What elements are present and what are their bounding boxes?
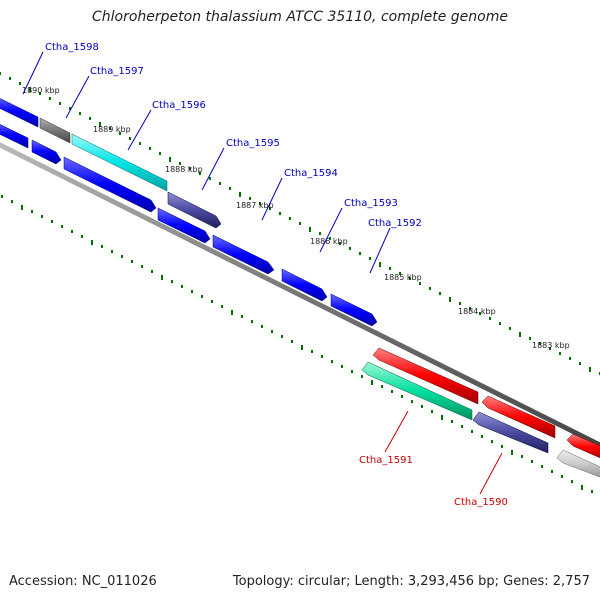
- callout-line: [319, 207, 343, 253]
- gene-label-ctha-1592[interactable]: Ctha_1592: [368, 218, 422, 229]
- callout-line: [127, 109, 152, 151]
- callout-line: [22, 51, 44, 95]
- gene-label-ctha-1595[interactable]: Ctha_1595: [226, 138, 280, 149]
- gene-ctha-1592-feature[interactable]: [212, 234, 275, 275]
- tick-marks: [0, 72, 600, 493]
- callout-line: [479, 452, 503, 495]
- ruler-label: 1883 kbp: [532, 341, 570, 350]
- ruler-label: 1885 kbp: [384, 273, 422, 282]
- ruler-label: 1890 kbp: [22, 86, 60, 95]
- genome-backbone: [0, 142, 600, 448]
- gene-ctha-1598-feature[interactable]: [0, 96, 39, 128]
- feature-track-outer: [0, 96, 222, 229]
- feature-block: [0, 124, 29, 149]
- gene-ctha-1590-feature[interactable]: [472, 411, 549, 454]
- gene-label-ctha-1590[interactable]: Ctha_1590: [454, 497, 508, 508]
- gene-ctha-1595-feature[interactable]: [167, 191, 222, 229]
- callout-line: [201, 147, 225, 191]
- gene-ctha-1596-feature[interactable]: [71, 133, 168, 192]
- ruler-label: 1886 kbp: [310, 237, 348, 246]
- genome-summary-text: Topology: circular; Length: 3,293,456 bp…: [232, 574, 590, 589]
- ruler-label: 1887 kbp: [236, 201, 274, 210]
- feature-block: [330, 293, 378, 327]
- gene-ctha-1597-feature[interactable]: [39, 117, 71, 144]
- callout-line: [65, 75, 90, 119]
- callout-line: [261, 177, 283, 221]
- map-title: Chloroherpeton thalassium ATCC 35110, co…: [92, 9, 508, 25]
- feature-block: [281, 268, 328, 302]
- feature-track-forward: [0, 124, 378, 327]
- gene-ctha-1594-feature[interactable]: [63, 156, 157, 213]
- feature-track-reverse: [361, 347, 600, 478]
- callout-line: [369, 227, 391, 274]
- gene-label-ctha-1596[interactable]: Ctha_1596: [152, 100, 206, 111]
- ruler-label: 1888 kbp: [165, 165, 203, 174]
- callout-line: [384, 410, 409, 453]
- gene-label-ctha-1591[interactable]: Ctha_1591: [359, 455, 413, 466]
- accession-text: Accession: NC_011026: [9, 574, 157, 589]
- gene-label-ctha-1598[interactable]: Ctha_1598: [45, 42, 99, 53]
- gene-labels: Ctha_1598 Ctha_1597 Ctha_1596 Ctha_1595 …: [45, 42, 508, 508]
- feature-block: [31, 139, 62, 165]
- feature-block: [372, 347, 479, 405]
- feature-block: [481, 395, 556, 439]
- gene-ctha-1591-feature[interactable]: [361, 361, 473, 421]
- gene-label-ctha-1593[interactable]: Ctha_1593: [344, 198, 398, 209]
- ruler-labels: 1890 kbp 1889 kbp 1888 kbp 1887 kbp 1886…: [22, 86, 570, 350]
- ruler-label: 1889 kbp: [93, 125, 131, 134]
- feature-block: [566, 433, 600, 459]
- gene-ctha-1593-feature[interactable]: [157, 207, 211, 244]
- gene-label-ctha-1594[interactable]: Ctha_1594: [284, 168, 338, 179]
- feature-block: [556, 449, 600, 478]
- ruler-label: 1884 kbp: [458, 307, 496, 316]
- gene-callouts: [22, 51, 503, 495]
- gene-label-ctha-1597[interactable]: Ctha_1597: [90, 66, 144, 77]
